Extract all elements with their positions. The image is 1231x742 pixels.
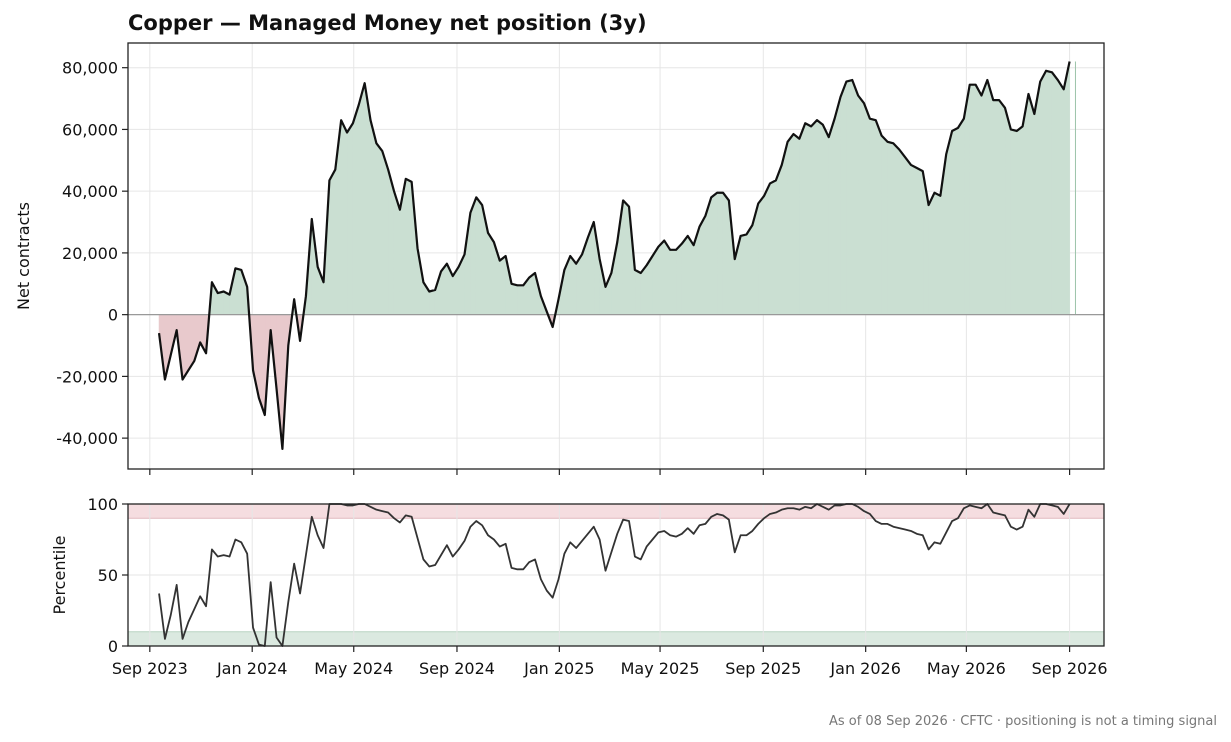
xtick-label-9: Sep 2026 [1032,659,1108,678]
percentile-line [158,503,1071,647]
xtick-label-1: Jan 2024 [216,659,287,678]
xtick-label-7: Jan 2026 [829,659,900,678]
footer-note: As of 08 Sep 2026 · CFTC · positioning i… [829,714,1217,729]
xtick-label-0: Sep 2023 [112,659,188,678]
top-ytick-label-2: 0 [108,306,118,325]
xtick-label-2: May 2024 [314,659,393,678]
xtick-label-4: Jan 2025 [523,659,594,678]
xtick-label-6: Sep 2025 [725,659,801,678]
top-panel-frame [127,42,1105,470]
top-ytick-label-6: 80,000 [62,59,118,78]
top-ytick-label-4: 40,000 [62,182,118,201]
top-ytick-label-3: 20,000 [62,244,118,263]
net-position-line [157,61,1071,451]
bottom-panel: 0 50 100 Sep 2023 Jan 2024 May 2024 Sep 2024 J… [50,495,1108,678]
bot-ytick-label-2: 100 [87,495,118,514]
top-y-ticks: -40,000 -20,000 0 20,000 40,000 60,000 80,000 [56,59,128,448]
top-area-fills [158,61,1076,449]
bottom-y-axis-label: Percentile [50,536,69,615]
xtick-label-5: May 2025 [621,659,700,678]
bottom-y-ticks: 0 50 100 [87,495,128,656]
top-ytick-label-1: -20,000 [56,367,118,386]
xtick-label-8: May 2026 [927,659,1006,678]
chart-title: Copper — Managed Money net position (3y) [128,11,647,35]
negative-area [158,314,556,449]
top-y-axis-label: Net contracts [14,202,33,310]
top-panel: -40,000-20,000020,00040,00060,00080,000 … [14,42,1105,475]
bot-ytick-label-0: 0 [108,637,118,656]
percentile-band-1 [128,631,1104,646]
bot-ytick-label-1: 50 [98,566,118,585]
top-ytick-label-0: -40,000 [56,429,118,448]
xtick-label-3: Sep 2024 [419,659,495,678]
top-x-tick-marks [149,469,1071,475]
percentile-band-0 [128,504,1104,519]
x-axis-ticks: Sep 2023 Jan 2024 May 2024 Sep 2024 Jan 2025… [112,646,1108,678]
top-ytick-label-5: 60,000 [62,120,118,139]
